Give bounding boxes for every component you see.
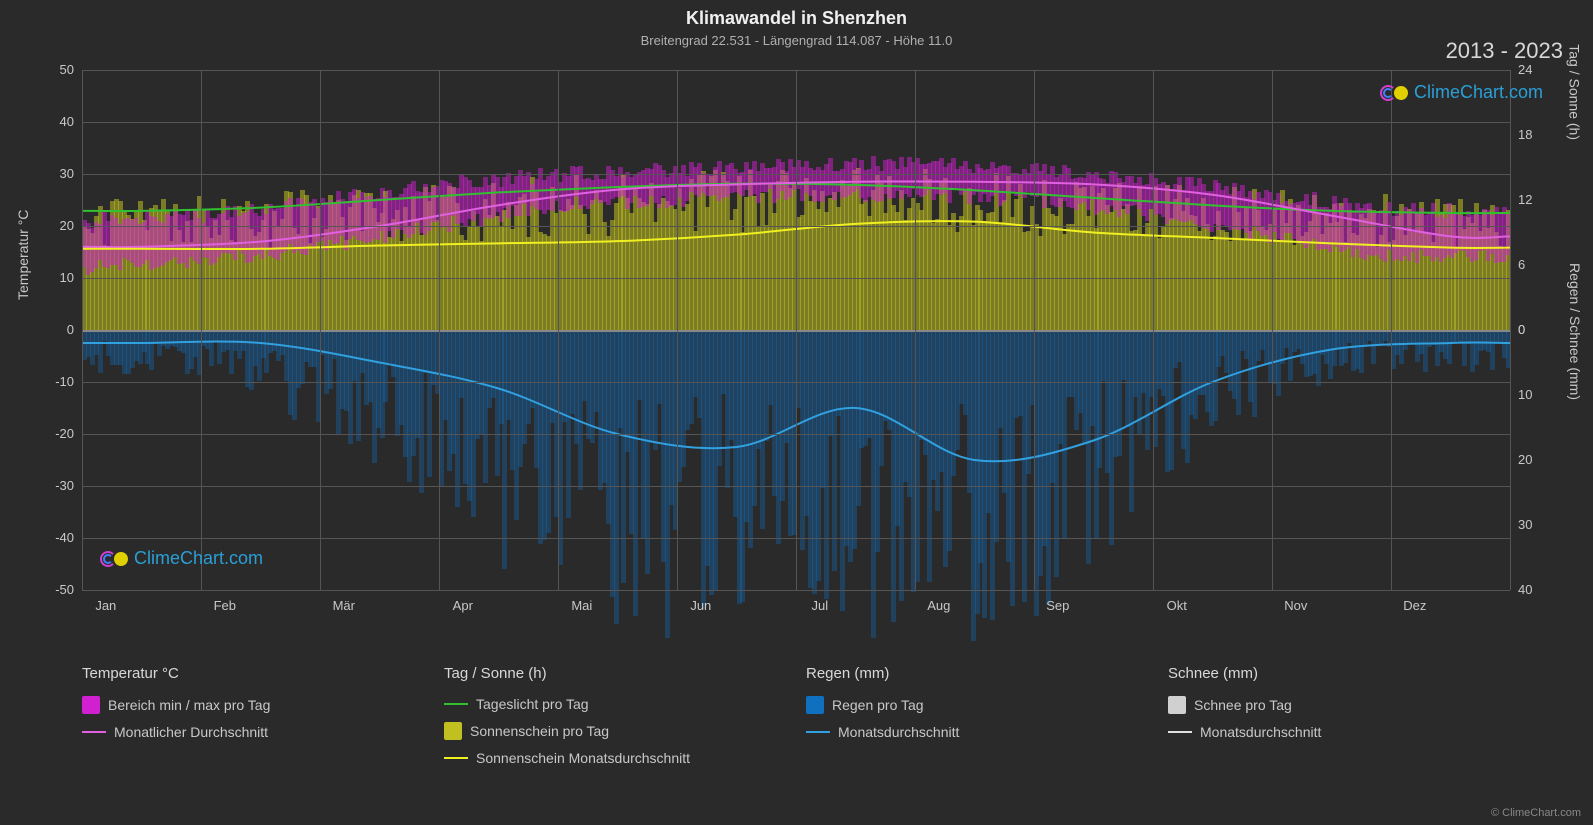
legend-swatch (806, 731, 830, 733)
y-right-bot-tick: 40 (1518, 582, 1548, 597)
y-left-tick: -10 (44, 374, 74, 389)
legend-swatch (1168, 731, 1192, 733)
watermark-top: ClimeChart.com (1380, 82, 1543, 103)
x-tick: Nov (1266, 598, 1326, 613)
chart-title: Klimawandel in Shenzhen (0, 0, 1593, 29)
y-left-tick: 50 (44, 62, 74, 77)
legend-header: Temperatur °C (82, 665, 424, 682)
legend-header: Schnee (mm) (1168, 665, 1510, 682)
y-left-tick: -30 (44, 478, 74, 493)
legend-swatch (82, 731, 106, 733)
legend-group: Schnee (mm) Schnee pro Tag Monatsdurchschn… (1168, 665, 1510, 815)
y-left-tick: 30 (44, 166, 74, 181)
legend-swatch (444, 722, 462, 740)
y-left-axis-title: Temperatur °C (15, 210, 31, 300)
legend: Temperatur °C Bereich min / max pro Tag Mo… (82, 665, 1510, 815)
legend-label: Sonnenschein Monatsdurchschnitt (476, 750, 690, 766)
legend-label: Tageslicht pro Tag (476, 696, 589, 712)
y-right-top-tick: 24 (1518, 62, 1548, 77)
y-right-bot-tick: 30 (1518, 517, 1548, 532)
y-right-top-tick: 6 (1518, 257, 1548, 272)
legend-item: Monatsdurchschnitt (1168, 724, 1510, 740)
y-left-tick: 20 (44, 218, 74, 233)
x-tick: Okt (1147, 598, 1207, 613)
legend-item: Bereich min / max pro Tag (82, 696, 424, 714)
climechart-logo-icon (100, 550, 128, 568)
y-left-tick: -20 (44, 426, 74, 441)
legend-label: Schnee pro Tag (1194, 697, 1292, 713)
x-tick: Dez (1385, 598, 1445, 613)
y-right-top-axis-title: Tag / Sonne (h) (1567, 44, 1583, 140)
y-right-bot-tick: 10 (1518, 387, 1548, 402)
legend-label: Monatlicher Durchschnitt (114, 724, 268, 740)
legend-header: Regen (mm) (806, 665, 1148, 682)
legend-swatch (82, 696, 100, 714)
chart-subtitle: Breitengrad 22.531 - Längengrad 114.087 … (0, 29, 1593, 48)
y-right-bot-tick: 0 (1518, 322, 1548, 337)
y-left-tick: 40 (44, 114, 74, 129)
legend-group: Tag / Sonne (h) Tageslicht pro Tag Sonnens… (444, 665, 786, 815)
legend-item: Regen pro Tag (806, 696, 1148, 714)
y-right-bot-axis-title: Regen / Schnee (mm) (1567, 263, 1583, 400)
x-tick: Jul (790, 598, 850, 613)
x-tick: Mär (314, 598, 374, 613)
legend-item: Sonnenschein Monatsdurchschnitt (444, 750, 786, 766)
x-tick: Mai (552, 598, 612, 613)
x-tick: Feb (195, 598, 255, 613)
y-left-tick: -50 (44, 582, 74, 597)
copyright: © ClimeChart.com (1491, 807, 1581, 819)
legend-header: Tag / Sonne (h) (444, 665, 786, 682)
legend-swatch (806, 696, 824, 714)
legend-item: Tageslicht pro Tag (444, 696, 786, 712)
y-right-top-tick: 12 (1518, 192, 1548, 207)
x-tick: Apr (433, 598, 493, 613)
x-tick: Jan (76, 598, 136, 613)
watermark-text: ClimeChart.com (134, 548, 263, 569)
y-left-tick: 10 (44, 270, 74, 285)
y-left-tick: 0 (44, 322, 74, 337)
legend-item: Sonnenschein pro Tag (444, 722, 786, 740)
legend-item: Monatlicher Durchschnitt (82, 724, 424, 740)
y-right-bot-tick: 20 (1518, 452, 1548, 467)
legend-swatch (444, 703, 468, 705)
legend-group: Temperatur °C Bereich min / max pro Tag Mo… (82, 665, 424, 815)
legend-label: Monatsdurchschnitt (1200, 724, 1321, 740)
legend-item: Monatsdurchschnitt (806, 724, 1148, 740)
watermark-text: ClimeChart.com (1414, 82, 1543, 103)
x-tick: Sep (1028, 598, 1088, 613)
legend-label: Bereich min / max pro Tag (108, 697, 270, 713)
climechart-logo-icon (1380, 84, 1408, 102)
y-left-tick: -40 (44, 530, 74, 545)
legend-swatch (1168, 696, 1186, 714)
legend-item: Schnee pro Tag (1168, 696, 1510, 714)
watermark-bottom: ClimeChart.com (100, 548, 263, 569)
legend-group: Regen (mm) Regen pro Tag Monatsdurchschnit… (806, 665, 1148, 815)
x-tick: Aug (909, 598, 969, 613)
legend-label: Monatsdurchschnitt (838, 724, 959, 740)
legend-swatch (444, 757, 468, 759)
y-right-top-tick: 18 (1518, 127, 1548, 142)
x-tick: Jun (671, 598, 731, 613)
chart-area: -50-40-30-20-100102030405006121824010203… (82, 60, 1510, 610)
legend-label: Sonnenschein pro Tag (470, 723, 609, 739)
plot-area: -50-40-30-20-100102030405006121824010203… (82, 70, 1510, 590)
legend-label: Regen pro Tag (832, 697, 924, 713)
